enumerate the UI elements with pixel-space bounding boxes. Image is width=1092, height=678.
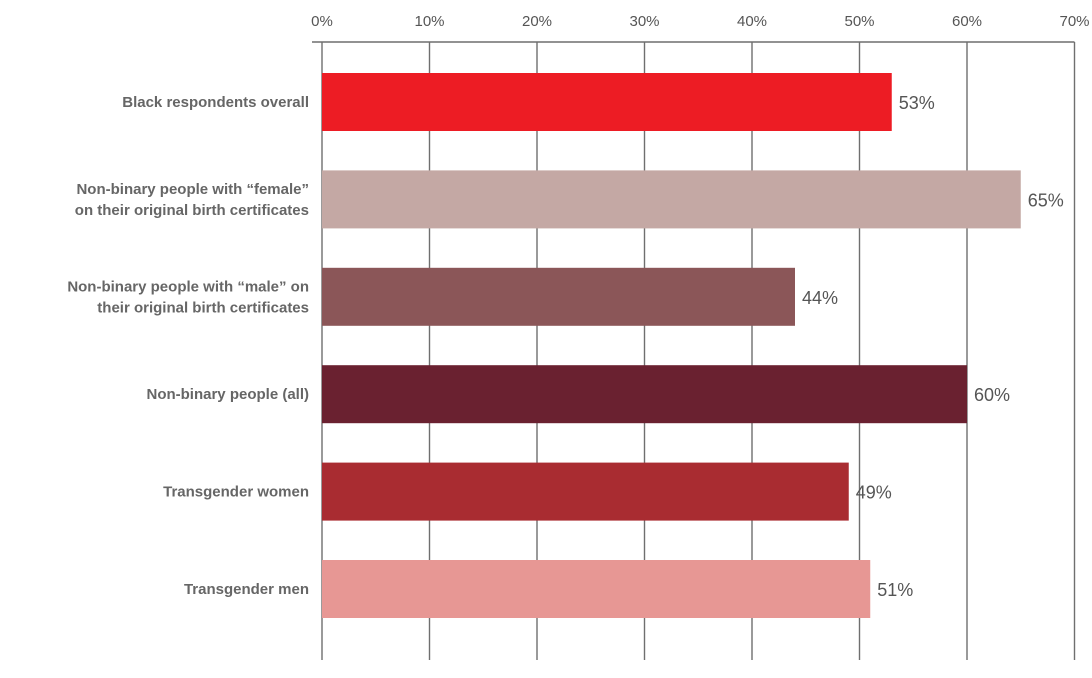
category-label: Black respondents overall: [122, 94, 309, 111]
data-label: 53%: [899, 93, 935, 113]
bar: [322, 170, 1021, 229]
data-label: 51%: [877, 580, 913, 600]
x-tick-label: 50%: [844, 13, 874, 30]
category-label: Non-binary people with “female” on their …: [75, 181, 309, 219]
category-label: Transgender women: [163, 484, 309, 501]
bar: [322, 462, 849, 521]
labels: 53% Black respondents overall 65% Non-binar…: [67, 93, 1063, 600]
data-label: 49%: [856, 483, 892, 503]
x-tick-label: 30%: [629, 13, 659, 30]
category-label-line: their original birth certificates: [97, 299, 309, 316]
x-axis: 0% 10% 20% 30% 40% 50% 60% 70%: [311, 13, 1090, 43]
x-tick-label: 20%: [522, 13, 552, 30]
category-label-line: Non-binary people with “male” on: [67, 278, 309, 295]
bars: [322, 73, 1021, 618]
category-label: Non-binary people (all): [146, 386, 309, 403]
category-label-line: on their original birth certificates: [75, 202, 309, 219]
bar: [322, 73, 892, 131]
bar: [322, 560, 871, 618]
category-label: Non-binary people with “male” on their or…: [67, 278, 309, 316]
data-label: 60%: [974, 385, 1010, 405]
x-tick-label: 10%: [414, 13, 444, 30]
category-label-line: Transgender women: [163, 484, 309, 501]
x-tick-label: 70%: [1059, 13, 1089, 30]
x-tick-label: 0%: [311, 13, 333, 30]
data-label: 44%: [802, 288, 838, 308]
category-label-line: Non-binary people with “female”: [76, 181, 309, 198]
data-label: 65%: [1028, 190, 1064, 210]
bar: [322, 267, 795, 326]
category-label-line: Non-binary people (all): [146, 386, 309, 403]
category-label-line: Transgender men: [184, 581, 309, 598]
gridlines: [321, 42, 1076, 660]
x-tick-label: 60%: [952, 13, 982, 30]
category-label-line: Black respondents overall: [122, 94, 309, 111]
bar: [322, 365, 967, 424]
category-label: Transgender men: [184, 581, 309, 598]
x-tick-label: 40%: [737, 13, 767, 30]
